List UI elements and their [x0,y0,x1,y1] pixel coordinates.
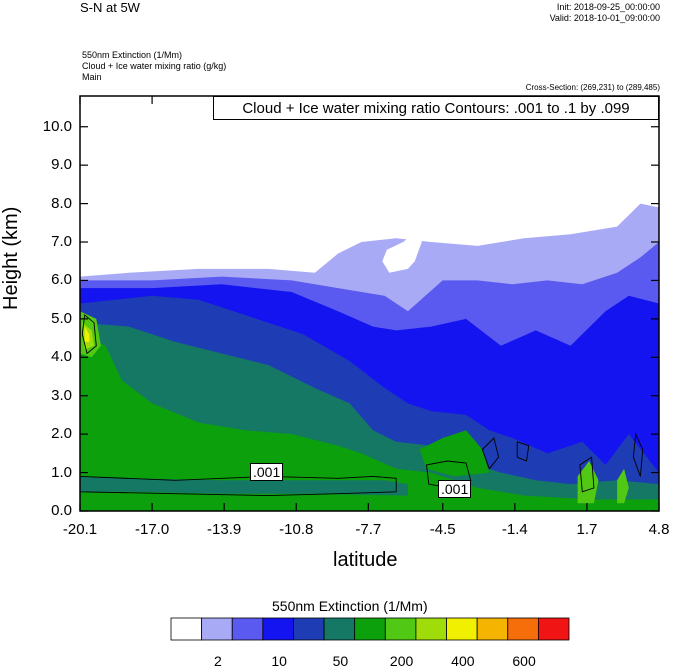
colorbar-title: 550nm Extinction (1/Mm) [272,598,428,614]
contour-info-box: Cloud + Ice water mixing ratio Contours:… [213,96,659,120]
layer-low-teal [80,476,408,496]
y-tick-label: 6.0 [51,271,72,289]
colorbar-swatch [262,617,294,641]
colorbar-swatch [507,617,539,641]
y-tick-label: 5.0 [51,309,72,327]
colorbar-label: 400 [451,653,475,669]
colorbar-swatch [446,617,478,641]
blob-yellow [84,326,90,342]
colorbar-swatch [201,617,233,641]
cross-section-label: Cross-Section: (269,231) to (289,485) [525,83,660,92]
colorbar-swatch [170,617,203,641]
y-tick-label: 9.0 [51,156,72,174]
colorbar-swatch [384,617,417,641]
init-time: Init: 2018-09-25_00:00:00 [556,2,660,12]
colorbar-swatch [293,617,325,641]
chart-title: S-N at 5W [80,0,140,15]
y-tick-label: 1.0 [51,463,72,481]
contour-line [579,456,595,493]
y-tick-label: 2.0 [51,425,72,443]
x-axis-label: latitude [333,549,398,571]
field-name-extinction: 550nm Extinction (1/Mm) [82,50,183,60]
y-tick-label: 8.0 [51,194,72,212]
field-name-mixing-ratio: Cloud + Ice water mixing ratio (g/kg) [82,61,227,71]
colorbar-swatch [537,617,570,641]
colorbar-swatch [323,617,356,641]
field-name-main: Main [82,72,102,82]
y-tick-label: 3.0 [51,386,72,404]
extinction-field [80,203,659,511]
blob-green-mid [419,430,490,477]
clear-gap [382,230,422,273]
contour-line [81,314,97,355]
y-tick-label: 10.0 [42,117,72,135]
x-tick-label: -1.4 [501,521,528,538]
x-tick-label: -4.5 [429,521,456,538]
x-tick-label: 1.7 [576,521,598,538]
x-tick-label: -17.0 [134,521,170,538]
x-tick-label: -13.9 [207,521,242,538]
colorbar-label: 2 [214,653,222,669]
colorbar-label: 600 [512,653,536,669]
y-tick-label: 4.0 [51,348,72,366]
colorbar-swatch [415,617,447,641]
contour-line [516,441,530,462]
colorbar-label: 50 [332,653,349,669]
colorbar-swatch [476,617,509,641]
contour-line [481,437,500,470]
contour-label: .001 [250,463,284,481]
colorbar-label: 10 [271,653,287,669]
x-tick-label: -20.1 [62,521,98,538]
valid-time: Valid: 2018-10-01_09:00:00 [549,13,660,23]
colorbar-swatch [231,617,264,641]
colorbar-label: 200 [389,653,414,669]
contour-label: .001 [438,480,472,498]
y-tick-label: 7.0 [51,233,72,251]
x-tick-label: -7.7 [355,521,382,538]
y-axis-label: Height (km) [0,206,22,310]
colorbar [170,617,570,641]
contour-line [632,432,644,477]
x-tick-label: 4.8 [648,521,670,538]
x-tick-label: -10.8 [279,521,314,538]
colorbar-swatch [354,617,386,641]
blob-lower-lightgreen-2 [617,468,629,504]
y-tick-label: 0.0 [51,502,72,519]
blob-lower-lightgreen [577,461,599,504]
band-green [80,334,659,511]
